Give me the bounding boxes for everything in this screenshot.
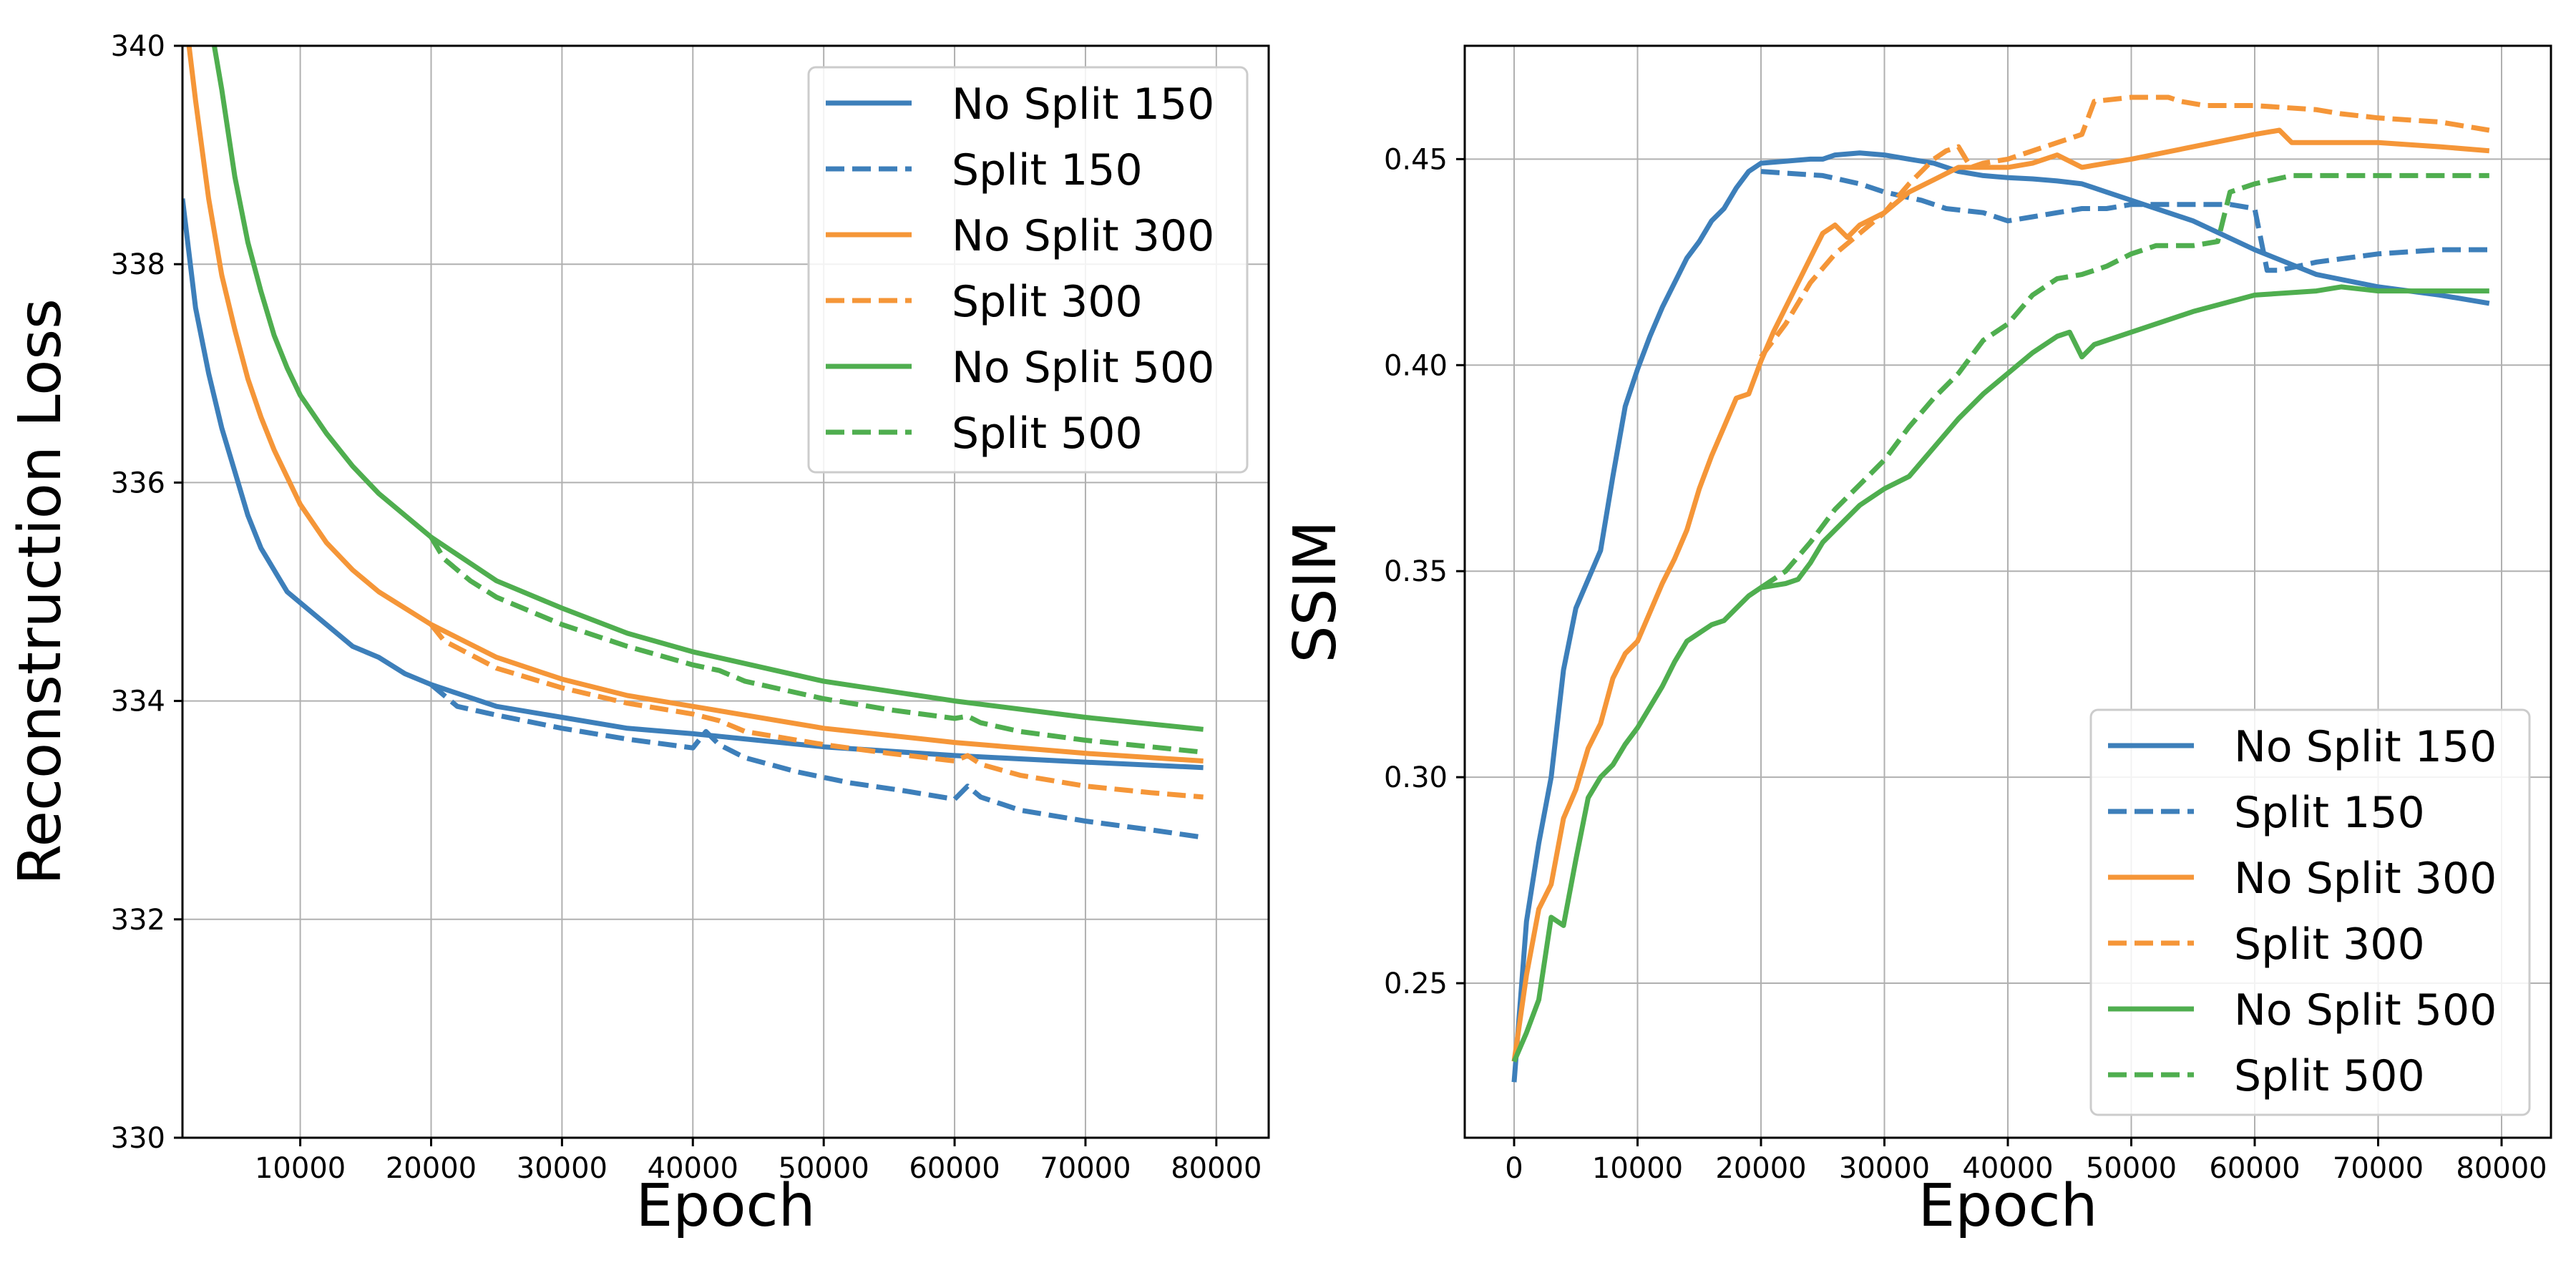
legend-item-no-split-150: No Split 150: [2108, 722, 2497, 772]
series-line-no-split-300: [1511, 127, 2490, 1062]
legend-item-split-500: Split 500: [2108, 1051, 2425, 1101]
legend-item-split-150: Split 150: [826, 145, 1143, 195]
legend: No Split 150 Split 150 No Split 300 Split 3…: [2089, 708, 2531, 1116]
legend-item-split-150: Split 150: [2108, 788, 2425, 838]
y-axis: 330 332 334 336 338 340: [111, 30, 182, 1155]
x-axis: 10000 20000 30000 40000 50000 60000 70000 80000: [255, 1138, 1262, 1185]
legend-item-split-500: Split 500: [826, 409, 1143, 459]
x-tick-label: 0: [1505, 1152, 1523, 1185]
legend-label: No Split 150: [952, 79, 1214, 130]
x-tick-label: 80000: [2456, 1152, 2547, 1185]
series-line-no-split-150: [182, 198, 1204, 771]
legend-label: Split 500: [952, 409, 1143, 459]
series-line-split-300: [1759, 94, 2490, 358]
y-tick-label: 338: [111, 248, 165, 281]
legend-item-no-split-300: No Split 300: [826, 211, 1214, 261]
y-axis: 0.25 0.30 0.35 0.40 0.45: [1384, 143, 1465, 1000]
series-lines: [1511, 94, 2490, 1083]
series-line-no-split-500: [211, 46, 1204, 732]
y-tick-label: 0.30: [1384, 761, 1448, 794]
legend-label: No Split 300: [2234, 854, 2497, 904]
series-lines: [182, 46, 1204, 840]
reconstruction-loss-chart: 10000 20000 30000 40000 50000 60000 70000 80000…: [6, 30, 1270, 1240]
y-tick-label: 332: [111, 904, 165, 937]
y-tick-label: 330: [111, 1122, 165, 1155]
y-tick-label: 0.35: [1384, 555, 1448, 588]
x-tick-label: 50000: [2086, 1152, 2177, 1185]
x-tick-label: 60000: [909, 1152, 1000, 1185]
x-tick-label: 20000: [386, 1152, 477, 1185]
legend-label: No Split 300: [952, 211, 1214, 261]
y-tick-label: 336: [111, 467, 165, 499]
legend-label: No Split 500: [952, 343, 1214, 393]
y-tick-label: 334: [111, 686, 165, 718]
legend-label: Split 150: [2234, 788, 2425, 838]
legend-label: No Split 500: [2234, 985, 2497, 1035]
x-axis: 0 10000 20000 30000 40000 50000 60000 70000 8000…: [1505, 1138, 2547, 1185]
legend-item-split-300: Split 300: [2108, 919, 2425, 970]
series-line-split-150: [429, 683, 1204, 840]
y-tick-label: 340: [111, 30, 165, 63]
ssim-chart: 0 10000 20000 30000 40000 50000 60000 70000 8000…: [1282, 44, 2552, 1240]
x-tick-label: 40000: [648, 1152, 738, 1185]
legend-label: Split 300: [952, 277, 1143, 327]
x-tick-label: 20000: [1715, 1152, 1806, 1185]
legend-item-no-split-300: No Split 300: [2108, 854, 2497, 904]
series-line-split-300: [429, 623, 1204, 800]
legend-label: Split 150: [952, 145, 1143, 195]
y-tick-label: 0.40: [1384, 349, 1448, 382]
x-tick-label: 80000: [1171, 1152, 1262, 1185]
series-line-no-split-300: [186, 46, 1204, 763]
legend-item-no-split-150: No Split 150: [826, 79, 1214, 130]
legend-box: [807, 66, 1249, 474]
legend-item-split-300: Split 300: [826, 277, 1143, 327]
legend-box: [2089, 708, 2531, 1116]
legend: No Split 150 Split 150 No Split 300 Split 3…: [807, 66, 1249, 474]
series-line-split-500: [1760, 172, 2489, 590]
legend-item-no-split-500: No Split 500: [2108, 985, 2497, 1035]
plot-frame: [181, 44, 1270, 1139]
x-tick-label: 70000: [1040, 1152, 1131, 1185]
legend-label: Split 300: [2234, 919, 2425, 970]
x-tick-label: 30000: [517, 1152, 608, 1185]
legend-label: No Split 150: [2234, 722, 2497, 772]
x-tick-label: 60000: [2209, 1152, 2300, 1185]
x-tick-label: 40000: [1962, 1152, 2053, 1185]
series-line-no-split-500: [1511, 284, 2489, 1063]
x-axis-title: Epoch: [635, 1172, 815, 1240]
legend-label: Split 500: [2234, 1051, 2425, 1101]
x-tick-label: 70000: [2333, 1152, 2424, 1185]
x-tick-label: 30000: [1839, 1152, 1930, 1185]
y-tick-label: 0.45: [1384, 143, 1448, 176]
x-tick-label: 50000: [779, 1152, 869, 1185]
series-line-split-500: [429, 535, 1204, 755]
series-line-no-split-150: [1511, 150, 2490, 1083]
y-axis-title: SSIM: [1282, 520, 1350, 663]
x-axis-title: Epoch: [1918, 1172, 2097, 1240]
y-axis-title: Reconstruction Loss: [6, 298, 74, 885]
x-tick-label: 10000: [1592, 1152, 1683, 1185]
legend-item-no-split-500: No Split 500: [826, 343, 1214, 393]
x-tick-label: 10000: [255, 1152, 346, 1185]
y-tick-label: 0.25: [1384, 967, 1448, 1000]
